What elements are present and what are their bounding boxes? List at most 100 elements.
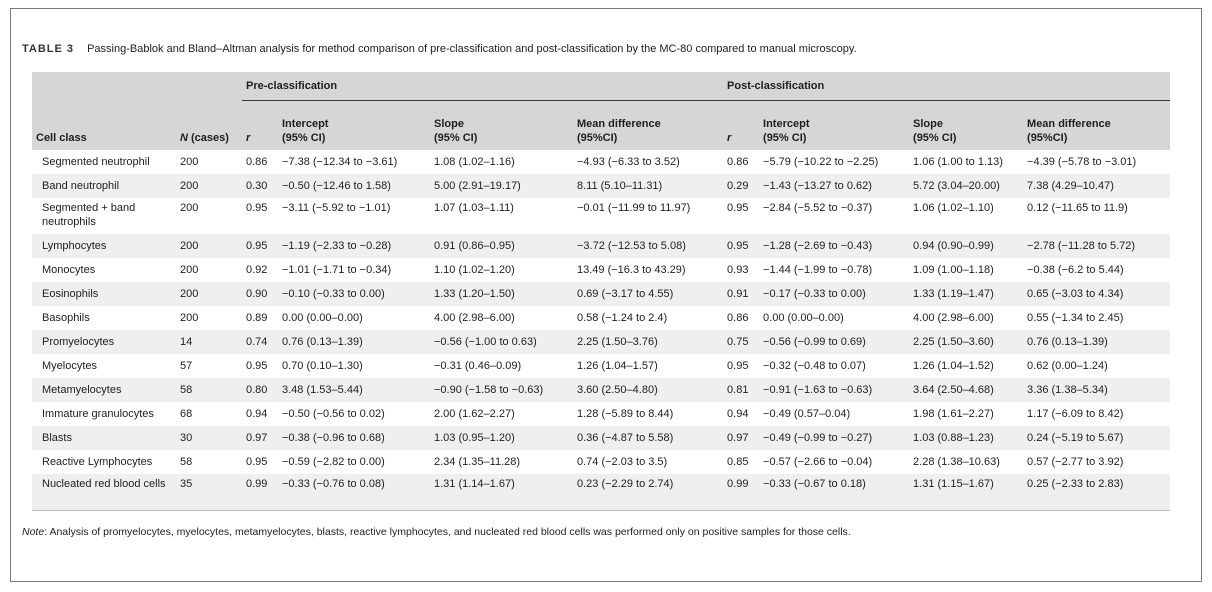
slope-post: 1.03 (0.88–1.23) bbox=[909, 426, 1024, 450]
col-intercept-pre: Intercept (95% CI) bbox=[278, 100, 430, 150]
r-pre: 0.95 bbox=[246, 202, 268, 214]
meandiff-pre: 2.25 (1.50–3.76) bbox=[573, 330, 724, 354]
r-pre: 0.74 bbox=[242, 330, 278, 354]
slope-pre: −0.56 (−1.00 to 0.63) bbox=[430, 330, 573, 354]
r-post: 0.81 bbox=[723, 378, 760, 402]
slope-post: 3.64 (2.50–4.68) bbox=[909, 378, 1024, 402]
table-row: Monocytes 200 0.92 −1.01 (−1.71 to −0.34) 1.… bbox=[32, 258, 1170, 282]
meandiff-pre: 0.36 (−4.87 to 5.58) bbox=[573, 426, 724, 450]
slope-pre: 1.07 (1.03–1.11) bbox=[434, 202, 514, 214]
intercept-post: −1.28 (−2.69 to −0.43) bbox=[759, 234, 910, 258]
r-post: 0.86 bbox=[727, 312, 749, 324]
r-pre: 0.92 bbox=[246, 264, 268, 276]
cell-class: Segmented + band neutrophils bbox=[42, 202, 136, 228]
n-cases: 58 bbox=[176, 378, 242, 402]
intercept-post: −2.84 (−5.52 to −0.37) bbox=[763, 202, 873, 214]
meandiff-post: 0.57 (−2.77 to 3.92) bbox=[1027, 456, 1124, 468]
r-pre: 0.89 bbox=[246, 312, 268, 324]
r-post: 0.94 bbox=[727, 408, 749, 420]
meandiff-post: 0.65 (−3.03 to 4.34) bbox=[1023, 282, 1171, 306]
table-row: Lymphocytes 200 0.95 −1.19 (−2.33 to −0.28)… bbox=[32, 234, 1171, 258]
meandiff-post: 0.24 (−5.19 to 5.67) bbox=[1023, 426, 1171, 450]
table-row: Segmented neutrophil 200 0.86 −7.38 (−12.34… bbox=[32, 150, 1170, 174]
n-cases: 200 bbox=[180, 312, 199, 324]
n-cases: 200 bbox=[180, 264, 199, 276]
table-row: Reactive Lymphocytes 58 0.95 −0.59 (−2.82 t… bbox=[32, 450, 1170, 474]
r-post: 0.95 bbox=[723, 234, 760, 258]
meandiff-post: −0.38 (−6.2 to 5.44) bbox=[1027, 264, 1124, 276]
n-cases: 58 bbox=[180, 456, 193, 468]
pre-classification-header: Pre-classification bbox=[242, 72, 724, 101]
cell-class: Nucleated red blood cells bbox=[32, 474, 176, 511]
meandiff-pre: 0.69 (−3.17 to 4.55) bbox=[573, 282, 724, 306]
n-cases: 35 bbox=[176, 474, 242, 511]
meandiff-pre: 0.74 (−2.03 to 3.5) bbox=[577, 456, 668, 468]
meandiff-pre: 8.11 (5.10–11.31) bbox=[573, 174, 724, 198]
col-n-cases: N (cases) bbox=[176, 100, 242, 150]
meandiff-post: −4.39 (−5.78 to −3.01) bbox=[1027, 156, 1137, 168]
slope-post: 1.33 (1.19–1.47) bbox=[909, 282, 1024, 306]
cell-class: Band neutrophil bbox=[32, 174, 176, 198]
slope-post: 4.00 (2.98–6.00) bbox=[913, 312, 994, 324]
cell-class: Eosinophils bbox=[32, 282, 176, 306]
r-pre: 0.80 bbox=[242, 378, 278, 402]
slope-pre: 5.00 (2.91–19.17) bbox=[430, 174, 573, 198]
intercept-post: 0.00 (0.00–0.00) bbox=[763, 312, 844, 324]
intercept-post: −0.17 (−0.33 to 0.00) bbox=[759, 282, 910, 306]
slope-post: 2.25 (1.50–3.60) bbox=[909, 330, 1024, 354]
col-r-post: r bbox=[723, 100, 760, 150]
table-caption: TABLE 3 Passing-Bablok and Bland–Altman … bbox=[22, 43, 857, 55]
n-cases: 200 bbox=[176, 282, 242, 306]
intercept-pre: −1.01 (−1.71 to −0.34) bbox=[282, 264, 392, 276]
slope-pre: 2.34 (1.35–11.28) bbox=[434, 456, 521, 468]
comparison-table: Pre-classification Post-classification C… bbox=[32, 72, 1171, 511]
n-cases: 200 bbox=[180, 156, 199, 168]
meandiff-post: 7.38 (4.29–10.47) bbox=[1023, 174, 1171, 198]
cell-class: Immature granulocytes bbox=[42, 408, 154, 420]
slope-post: 1.06 (1.00 to 1.13) bbox=[913, 156, 1003, 168]
intercept-pre: 3.48 (1.53–5.44) bbox=[278, 378, 430, 402]
intercept-pre: −3.11 (−5.92 to −1.01) bbox=[282, 202, 391, 214]
slope-pre: 1.31 (1.14–1.67) bbox=[430, 474, 573, 511]
meandiff-post: 0.76 (0.13–1.39) bbox=[1023, 330, 1171, 354]
r-post: 0.85 bbox=[727, 456, 749, 468]
cell-class: Metamyelocytes bbox=[32, 378, 176, 402]
r-post: 0.95 bbox=[727, 360, 749, 372]
n-cases: 14 bbox=[176, 330, 242, 354]
slope-pre: −0.31 (0.46–0.09) bbox=[434, 360, 522, 372]
meandiff-pre: −3.72 (−12.53 to 5.08) bbox=[573, 234, 724, 258]
intercept-pre: 0.00 (0.00–0.00) bbox=[282, 312, 363, 324]
r-post: 0.99 bbox=[723, 474, 760, 511]
intercept-post: −0.49 (−0.99 to −0.27) bbox=[759, 426, 910, 450]
slope-pre: 4.00 (2.98–6.00) bbox=[434, 312, 515, 324]
intercept-post: −5.79 (−10.22 to −2.25) bbox=[763, 156, 879, 168]
meandiff-post: 1.17 (−6.09 to 8.42) bbox=[1027, 408, 1124, 420]
table-row: Eosinophils 200 0.90 −0.10 (−0.33 to 0.00) 1… bbox=[32, 282, 1171, 306]
slope-post: 1.06 (1.02–1.10) bbox=[913, 202, 994, 214]
intercept-post: −0.32 (−0.48 to 0.07) bbox=[763, 360, 866, 372]
col-meandiff-pre: Mean difference (95%CI) bbox=[573, 100, 724, 150]
meandiff-pre: 0.58 (−1.24 to 2.4) bbox=[577, 312, 668, 324]
cell-class: Blasts bbox=[32, 426, 176, 450]
intercept-pre: −1.19 (−2.33 to −0.28) bbox=[278, 234, 430, 258]
slope-pre: −0.90 (−1.58 to −0.63) bbox=[430, 378, 573, 402]
col-slope-pre: Slope (95% CI) bbox=[430, 100, 573, 150]
table-note: Note: Analysis of promyelocytes, myelocy… bbox=[22, 526, 851, 538]
slope-pre: 1.33 (1.20–1.50) bbox=[430, 282, 573, 306]
meandiff-post: 0.12 (−11.65 to 11.9) bbox=[1027, 202, 1128, 214]
intercept-post: −0.49 (0.57–0.04) bbox=[763, 408, 851, 420]
cell-class: Myelocytes bbox=[42, 360, 98, 372]
n-cases: 68 bbox=[180, 408, 193, 420]
r-pre: 0.90 bbox=[242, 282, 278, 306]
table-row: Segmented + band neutrophils 200 0.95 −3.11… bbox=[32, 198, 1170, 234]
r-post: 0.86 bbox=[727, 156, 749, 168]
table-row: Metamyelocytes 58 0.80 3.48 (1.53–5.44) −0.9… bbox=[32, 378, 1171, 402]
slope-pre: 1.10 (1.02–1.20) bbox=[434, 264, 515, 276]
col-cell-class: Cell class bbox=[32, 100, 176, 150]
n-cases: 200 bbox=[180, 202, 199, 214]
slope-post: 1.09 (1.00–1.18) bbox=[913, 264, 994, 276]
col-meandiff-post: Mean difference (95%CI) bbox=[1023, 100, 1171, 150]
meandiff-pre: −0.01 (−11.99 to 11.97) bbox=[577, 202, 691, 214]
intercept-pre: −0.59 (−2.82 to 0.00) bbox=[282, 456, 385, 468]
table-row: Blasts 30 0.97 −0.38 (−0.96 to 0.68) 1.03 (0… bbox=[32, 426, 1171, 450]
